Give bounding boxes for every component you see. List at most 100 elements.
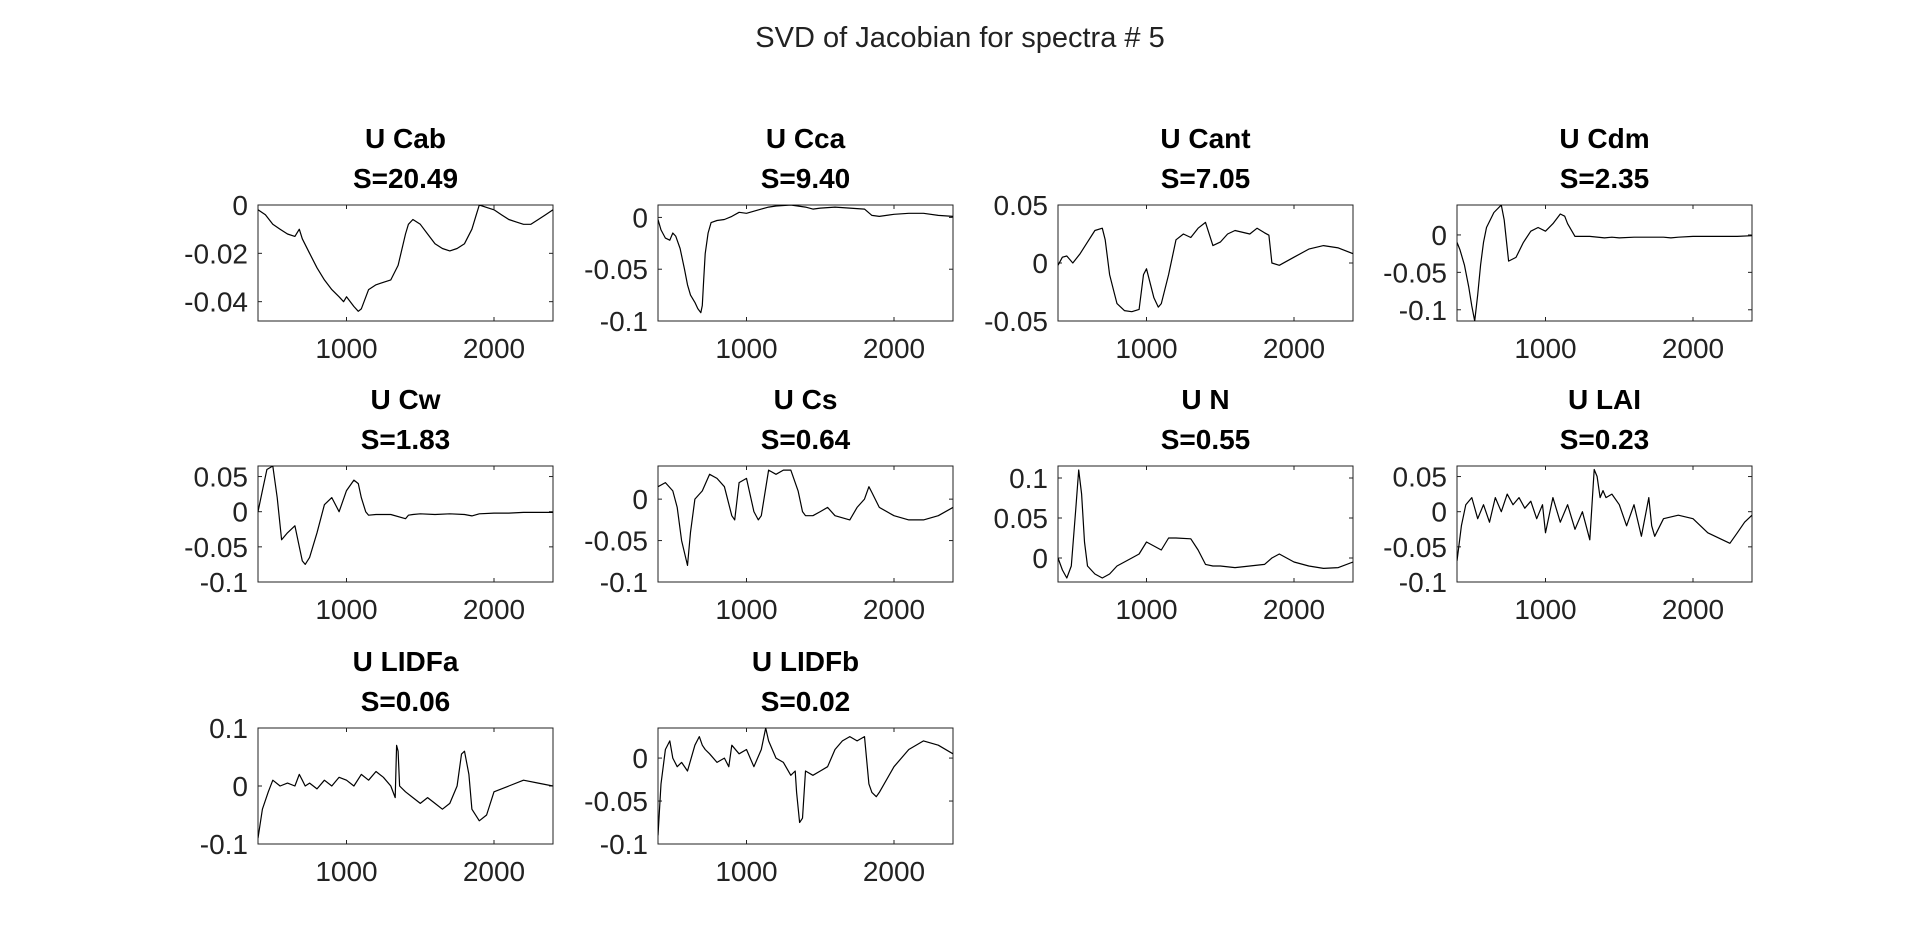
y-tick-label: 0.1: [209, 713, 248, 744]
x-tick-label: 2000: [1263, 333, 1325, 364]
axes-box: [1456, 465, 1753, 583]
y-tick-label: 0.1: [1009, 463, 1048, 494]
x-tick-label: 2000: [863, 856, 925, 887]
series-line-1: [258, 744, 553, 839]
y-tick-label: 0.05: [994, 190, 1049, 221]
axes-box: [1057, 465, 1354, 583]
y-tick-label: -0.04: [184, 287, 248, 318]
series-line-1: [1058, 469, 1353, 579]
y-tick-label: -0.05: [1383, 257, 1447, 288]
y-tick-label: -0.05: [584, 786, 648, 817]
subplot-2: U Cca S=9.40 1000 2000 0 -0.05 -0.1: [584, 123, 954, 364]
y-tick-label: -0.1: [200, 829, 248, 860]
subplot-subtitle: S=2.35: [1560, 163, 1650, 194]
y-tick-label: 0.05: [994, 503, 1049, 534]
y-tick-label: -0.1: [1399, 567, 1447, 598]
x-tick-label: 2000: [463, 594, 525, 625]
subplot-title: U Cca: [766, 123, 846, 154]
series-line-1: [658, 469, 953, 567]
x-tick-label: 1000: [1514, 333, 1576, 364]
x-tick-label: 2000: [463, 333, 525, 364]
y-tick-label: -0.05: [184, 532, 248, 563]
axes-box: [657, 465, 954, 583]
subplot-9: U LIDFa S=0.06 1000 2000 0.1 0 -0.1: [200, 646, 554, 887]
y-tick-label: 0: [1431, 497, 1447, 528]
series-line-1: [1058, 221, 1353, 313]
series-line-1: [1457, 205, 1752, 321]
y-tick-label: -0.02: [184, 238, 248, 269]
x-tick-label: 1000: [315, 594, 377, 625]
subplot-subtitle: S=0.23: [1560, 424, 1650, 455]
subplot-title: U Cab: [365, 123, 446, 154]
y-tick-label: -0.05: [984, 306, 1048, 337]
y-tick-label: 0.05: [1393, 462, 1448, 493]
subplot-5: U Cw S=1.83 1000 2000 0.05 0 -0.05 -0.1: [184, 384, 554, 625]
y-tick-label: -0.05: [1383, 532, 1447, 563]
subplot-subtitle: S=0.02: [761, 686, 851, 717]
subplot-title: U LIDFa: [353, 646, 459, 677]
y-tick-label: -0.05: [584, 254, 648, 285]
y-tick-label: -0.1: [600, 306, 648, 337]
axes-box: [657, 727, 954, 845]
x-tick-label: 1000: [1115, 333, 1177, 364]
y-tick-label: 0: [632, 484, 648, 515]
axes-box: [1456, 204, 1753, 322]
axes-box: [657, 204, 954, 322]
subplot-title: U LIDFb: [752, 646, 859, 677]
subplot-1: U Cab S=20.49 1000 2000 0 -0.02 -0.04: [184, 123, 554, 364]
subplot-subtitle: S=1.83: [361, 424, 451, 455]
x-tick-label: 2000: [863, 333, 925, 364]
y-tick-label: 0: [232, 771, 248, 802]
subplot-subtitle: S=20.49: [353, 163, 458, 194]
y-tick-label: -0.1: [1399, 295, 1447, 326]
y-tick-label: 0: [632, 743, 648, 774]
subplot-title: U Cant: [1160, 123, 1250, 154]
subplot-10: U LIDFb S=0.02 1000 2000 0 -0.05 -0.1: [584, 646, 954, 887]
x-tick-label: 2000: [1662, 594, 1724, 625]
x-tick-label: 1000: [715, 856, 777, 887]
axes-box: [257, 465, 554, 583]
subplot-6: U Cs S=0.64 1000 2000 0 -0.05 -0.1: [584, 384, 954, 625]
subplot-subtitle: S=7.05: [1161, 163, 1251, 194]
series-line-1: [258, 466, 553, 566]
y-tick-label: 0.05: [194, 462, 249, 493]
x-tick-label: 2000: [1662, 333, 1724, 364]
subplot-8: U LAI S=0.23 1000 2000 0.05 0 -0.05 -0.1: [1383, 384, 1753, 625]
axes-box: [257, 727, 554, 845]
x-tick-label: 1000: [715, 333, 777, 364]
figure-title: SVD of Jacobian for spectra # 5: [755, 22, 1165, 54]
series-line-1: [258, 205, 553, 312]
x-tick-label: 1000: [1514, 594, 1576, 625]
y-tick-label: -0.1: [600, 567, 648, 598]
y-tick-label: -0.1: [200, 567, 248, 598]
subplot-4: U Cdm S=2.35 1000 2000 0 -0.05 -0.1: [1383, 123, 1753, 364]
x-tick-label: 1000: [315, 333, 377, 364]
subplot-title: U LAI: [1568, 384, 1641, 415]
series-line-1: [1457, 468, 1752, 561]
series-line-1: [658, 205, 953, 314]
y-tick-label: 0: [1032, 248, 1048, 279]
subplot-subtitle: S=0.06: [361, 686, 451, 717]
subplot-3: U Cant S=7.05 1000 2000 0.05 0 -0.05: [984, 123, 1354, 364]
subplot-title: U N: [1181, 384, 1229, 415]
subplot-7: U N S=0.55 1000 2000 0.1 0.05 0: [994, 384, 1354, 625]
x-tick-label: 1000: [715, 594, 777, 625]
x-tick-label: 2000: [463, 856, 525, 887]
y-tick-label: -0.1: [600, 829, 648, 860]
series-line-1: [658, 728, 953, 836]
y-tick-label: 0: [232, 190, 248, 221]
subplot-title: U Cw: [371, 384, 441, 415]
x-tick-label: 1000: [315, 856, 377, 887]
y-tick-label: 0: [232, 497, 248, 528]
subplot-subtitle: S=0.64: [761, 424, 851, 455]
y-tick-label: 0: [1431, 220, 1447, 251]
subplot-title: U Cdm: [1559, 123, 1649, 154]
axes-box: [257, 204, 554, 322]
y-tick-label: -0.05: [584, 526, 648, 557]
x-tick-label: 2000: [863, 594, 925, 625]
y-tick-label: 0: [632, 202, 648, 233]
x-tick-label: 2000: [1263, 594, 1325, 625]
subplot-subtitle: S=0.55: [1161, 424, 1251, 455]
